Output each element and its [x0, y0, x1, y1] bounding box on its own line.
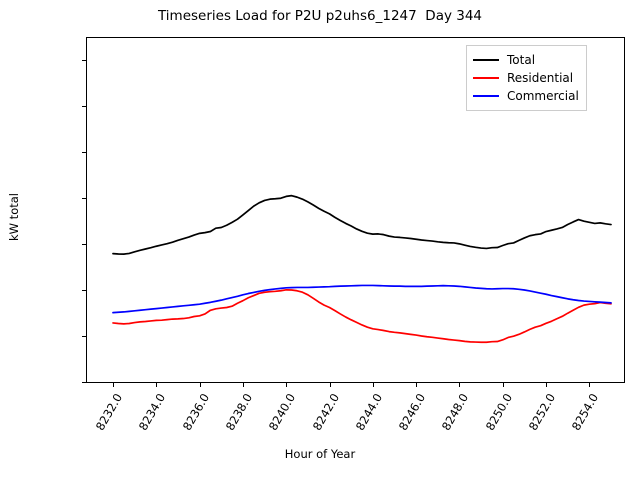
series-line-total: [112, 194, 612, 255]
series-line-commercial: [112, 284, 612, 314]
y-axis-tick-mark: [82, 336, 86, 337]
x-axis-tick-mark: [546, 383, 548, 387]
y-axis-tick-mark: [82, 152, 86, 154]
y-axis-label: kW total: [7, 193, 21, 241]
y-axis-tick-mark: [82, 382, 86, 383]
x-axis-tick-mark: [112, 383, 114, 387]
series-lines: [112, 194, 612, 344]
chart-legend: Total Residential Commercial: [466, 45, 587, 111]
chart-title: Timeseries Load for P2U p2uhs6_1247 Day …: [157, 8, 483, 24]
x-axis-tick-mark: [502, 383, 504, 387]
legend-color-swatch: [473, 77, 499, 79]
legend-label: Total: [507, 53, 536, 67]
x-axis-tick-mark: [242, 383, 244, 387]
series-line-residential: [112, 288, 612, 344]
y-axis-tick-mark: [82, 198, 86, 200]
x-axis-tick-mark: [286, 383, 288, 387]
y-axis-tick-mark: [82, 106, 86, 108]
legend-label: Commercial: [507, 89, 579, 103]
legend-item: Total: [473, 51, 579, 69]
legend-label: Residential: [507, 71, 574, 85]
y-axis-tick-mark: [82, 290, 86, 292]
x-axis-tick-mark: [329, 383, 331, 387]
x-axis-tick-mark: [416, 383, 418, 387]
legend-color-swatch: [473, 95, 499, 97]
y-axis-tick-mark: [82, 60, 86, 62]
x-axis-label: Hour of Year: [284, 447, 356, 461]
y-axis-tick-mark: [82, 244, 86, 246]
legend-color-swatch: [473, 59, 499, 61]
legend-item: Residential: [473, 69, 579, 87]
x-axis-tick-mark: [372, 383, 374, 387]
x-axis-tick-mark: [156, 383, 158, 387]
x-axis-tick-mark: [459, 383, 461, 387]
x-axis-tick-mark: [199, 383, 201, 387]
x-axis-tick-mark: [589, 383, 591, 387]
legend-item: Commercial: [473, 87, 579, 105]
